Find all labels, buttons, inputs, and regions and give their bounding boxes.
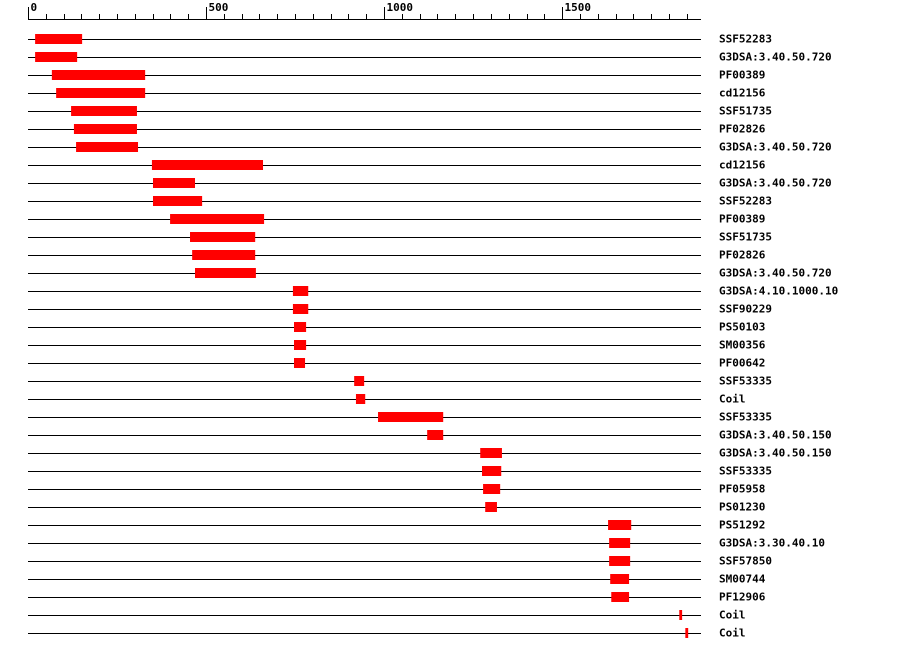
domain-bar [35,52,78,62]
domain-bar [293,340,307,350]
row-label: SM00356 [719,339,766,352]
row-label: cd12156 [719,87,766,100]
row-label: G3DSA:3.40.50.720 [719,177,832,190]
row-label: G3DSA:3.40.50.150 [719,447,832,460]
domain-bar [354,376,365,386]
domain-bar [152,196,203,206]
domain-bar [609,538,631,548]
domain-bar [480,448,502,458]
domain-bar [292,286,309,296]
domain-bar [56,88,146,98]
domain-bar [152,178,196,188]
x-tick-label: 1500 [565,1,592,14]
row-label: PS50103 [719,321,765,334]
domain-bar [73,124,137,134]
row-label: PS51292 [719,519,765,532]
domain-bar [71,106,137,116]
row-label: SSF90229 [719,303,772,316]
row-label: SSF52283 [719,195,772,208]
row-label: SSF53335 [719,465,772,478]
domain-bar [483,484,501,494]
row-label: SSF52283 [719,33,772,46]
domain-bar [292,304,309,314]
domain-bar [427,430,444,440]
domain-bar [482,466,502,476]
row-label: PF00642 [719,357,765,370]
domain-bar [611,592,630,602]
row-label: Coil [719,627,746,640]
row-label: PF05958 [719,483,765,496]
row-label: Coil [719,609,746,622]
domain-bar [51,70,146,80]
domain-bar [293,322,307,332]
domain-bar [609,556,631,566]
row-label: SSF53335 [719,411,772,424]
row-label: SSF57850 [719,555,772,568]
row-label: PS01230 [719,501,765,514]
domain-bar [355,394,366,404]
domain-bar [293,358,306,368]
row-label: SSF51735 [719,105,772,118]
row-label: PF02826 [719,123,766,136]
domain-bar [151,160,264,170]
row-label: G3DSA:3.40.50.720 [719,267,832,280]
row-label: G3DSA:3.40.50.150 [719,429,832,442]
row-label: G3DSA:3.40.50.720 [719,141,832,154]
row-label: SSF51735 [719,231,772,244]
row-label: PF12906 [719,591,766,604]
row-label: G3DSA:4.10.1000.10 [719,285,838,298]
row-label: PF00389 [719,213,765,226]
domain-bar [608,520,632,530]
row-label: PF02826 [719,249,766,262]
domain-bar [190,232,256,242]
domain-bar [35,34,83,44]
domain-bar [685,628,689,638]
domain-bar [610,574,630,584]
row-label: SM00744 [719,573,766,586]
domain-bar [378,412,444,422]
domain-bar [192,250,256,260]
row-label: G3DSA:3.30.40.10 [719,537,825,550]
domain-bar [76,142,139,152]
domain-bar [195,268,256,278]
row-label: G3DSA:3.40.50.720 [719,51,832,64]
x-tick-label: 0 [31,1,38,14]
row-label: PF00389 [719,69,765,82]
x-tick-label: 1000 [387,1,414,14]
domain-bar [485,502,497,512]
row-label: SSF53335 [719,375,772,388]
domain-bar [679,610,683,620]
row-label: Coil [719,393,746,406]
row-label: cd12156 [719,159,766,172]
x-tick-label: 500 [209,1,229,14]
domain-bar [170,214,265,224]
